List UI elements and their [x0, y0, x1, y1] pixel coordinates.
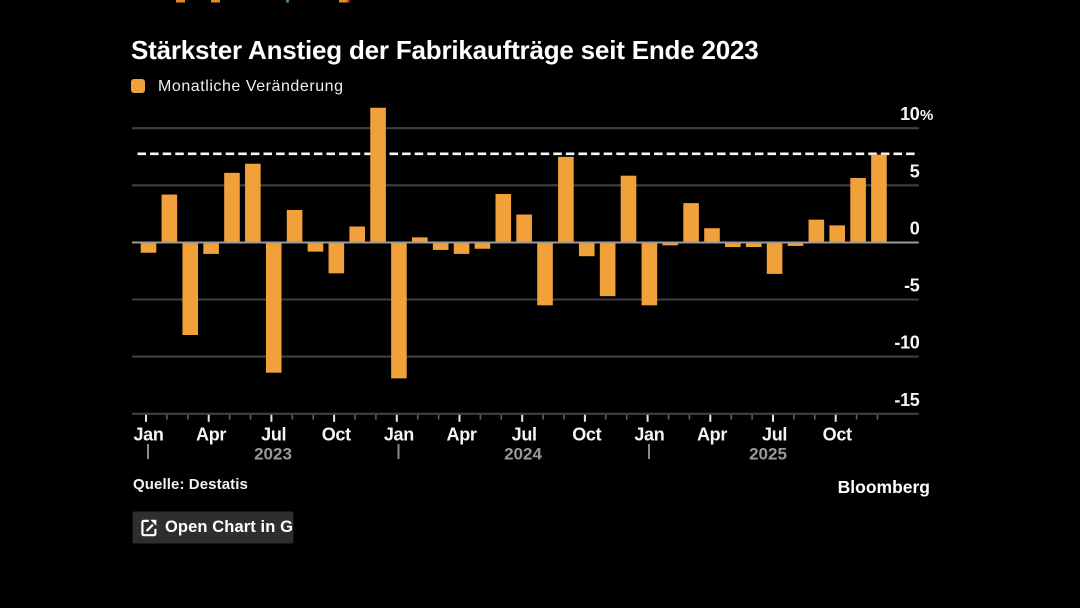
- svg-text:Oct: Oct: [823, 425, 852, 445]
- svg-text:Jan: Jan: [634, 425, 664, 445]
- svg-text:2025: 2025: [749, 445, 787, 464]
- svg-text:-10: -10: [894, 333, 919, 353]
- svg-text:5: 5: [910, 161, 920, 181]
- svg-text:0: 0: [910, 219, 920, 239]
- svg-text:Jul: Jul: [762, 425, 787, 445]
- svg-text:Jan: Jan: [384, 425, 414, 445]
- svg-text:%: %: [920, 107, 933, 124]
- svg-text:2023: 2023: [254, 445, 292, 464]
- svg-text:Jul: Jul: [261, 425, 286, 445]
- svg-text:-15: -15: [894, 390, 919, 410]
- svg-text:Apr: Apr: [196, 425, 226, 445]
- svg-text:2024: 2024: [504, 445, 542, 464]
- svg-text:Jul: Jul: [512, 425, 537, 445]
- svg-text:Apr: Apr: [447, 425, 477, 445]
- svg-text:Oct: Oct: [322, 425, 351, 445]
- svg-text:Oct: Oct: [572, 425, 601, 445]
- svg-text:10: 10: [900, 104, 920, 124]
- svg-text:Jan: Jan: [133, 425, 163, 445]
- svg-text:Apr: Apr: [697, 425, 727, 445]
- svg-text:-5: -5: [904, 276, 920, 296]
